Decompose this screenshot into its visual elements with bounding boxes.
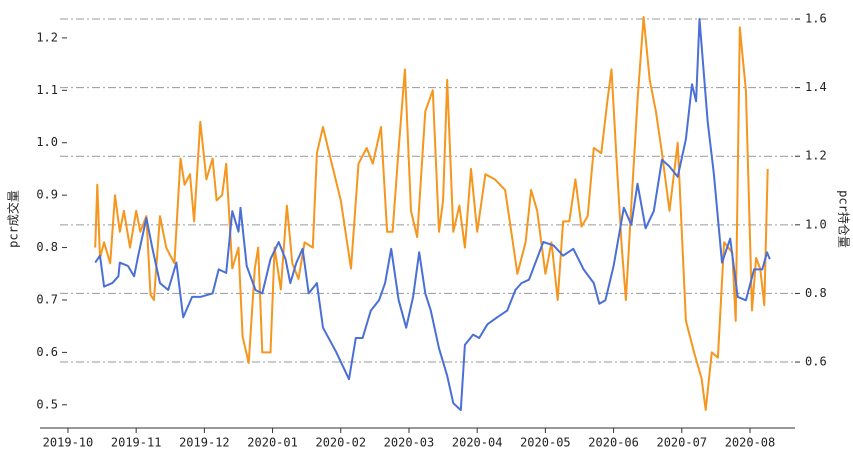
y2-tick-label: 1.4 (805, 80, 827, 94)
y2-tick-label: 1.0 (805, 217, 827, 231)
y2-tick-label: 0.6 (805, 355, 827, 369)
y2-tick-label: 1.2 (805, 149, 827, 163)
x-tick-label: 2020-02 (315, 436, 366, 450)
y-tick-label: 1.2 (36, 30, 58, 44)
series-line (94, 18, 771, 412)
y2-axis-label: pcr持仓量 (837, 190, 852, 248)
x-tick-label: 2019-12 (179, 436, 230, 450)
y-axis-label: pcr成交量 (6, 190, 21, 248)
y-tick-label: 1.1 (36, 83, 58, 97)
x-tick-label: 2020-04 (452, 436, 503, 450)
x-tick-label: 2019-11 (111, 436, 162, 450)
x-tick-label: 2020-08 (725, 436, 776, 450)
x-tick-label: 2020-01 (247, 436, 298, 450)
y-tick-label: 1.0 (36, 135, 58, 149)
x-tick-label: 2020-07 (656, 436, 707, 450)
series-line (94, 16, 769, 411)
x-tick-label: 2019-10 (43, 436, 94, 450)
x-tick-label: 2020-03 (384, 436, 435, 450)
y-tick-label: 0.8 (36, 240, 58, 254)
y2-tick-label: 0.8 (805, 286, 827, 300)
y-tick-label: 0.9 (36, 188, 58, 202)
y2-tick-label: 1.6 (805, 12, 827, 26)
y-tick-label: 0.6 (36, 345, 58, 359)
y-tick-label: 0.5 (36, 397, 58, 411)
x-tick-label: 2020-06 (588, 436, 639, 450)
x-tick-label: 2020-05 (520, 436, 571, 450)
y-tick-label: 0.7 (36, 292, 58, 306)
